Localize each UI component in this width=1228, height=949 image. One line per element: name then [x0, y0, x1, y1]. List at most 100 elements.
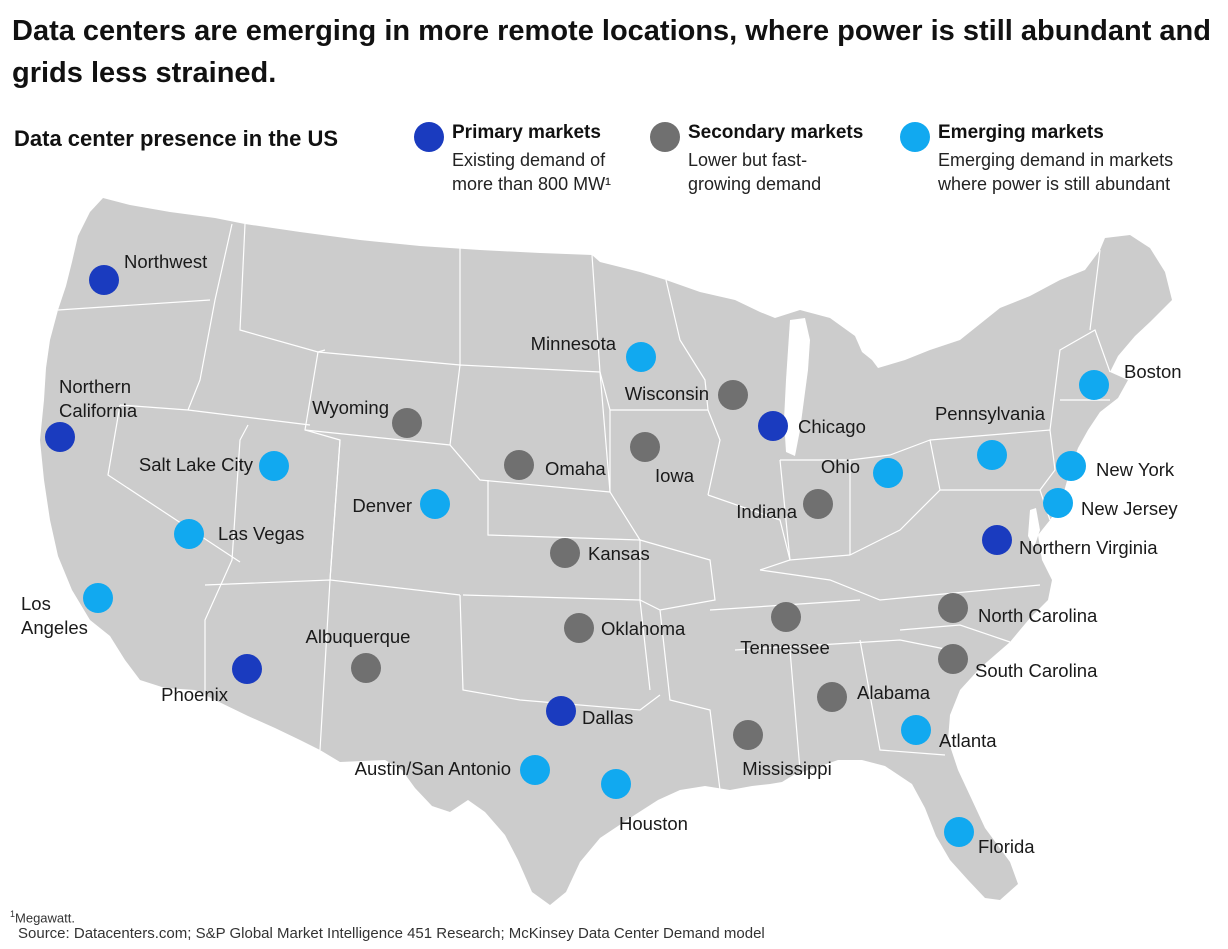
marker-albuquerque: [351, 653, 381, 683]
state-border: [57, 299, 211, 311]
state-border: [1049, 329, 1111, 431]
state-border: [665, 279, 709, 411]
marker-northern-california: [45, 422, 75, 452]
legend-emerging-name: Emerging markets: [938, 122, 1104, 143]
marker-mississippi: [733, 720, 763, 750]
label-phoenix: Phoenix: [161, 684, 229, 705]
label-salt-lake-city: Salt Lake City: [139, 454, 254, 475]
label-northwest: Northwest: [124, 251, 207, 272]
state-border: [239, 223, 461, 366]
state-border: [789, 649, 801, 771]
label-iowa: Iowa: [655, 465, 695, 486]
us-landmass: [40, 198, 1172, 905]
marker-northwest: [89, 265, 119, 295]
state-border: [304, 429, 611, 493]
marker-austin-san-antonio: [520, 755, 550, 785]
label-ohio: Ohio: [821, 456, 860, 477]
label-houston: Houston: [619, 813, 688, 834]
marker-ohio: [873, 458, 903, 488]
marker-new-jersey: [1043, 488, 1073, 518]
label-wisconsin: Wisconsin: [625, 383, 709, 404]
state-border: [610, 409, 721, 496]
chesapeake-bay: [1028, 508, 1040, 548]
marker-salt-lake-city: [259, 451, 289, 481]
marker-los-angeles: [83, 583, 113, 613]
marker-northern-virginia: [982, 525, 1012, 555]
marker-las-vegas: [174, 519, 204, 549]
marker-kansas: [550, 538, 580, 568]
state-border: [759, 569, 1041, 601]
us-outline: [40, 198, 1172, 905]
emerging-dot-icon: [900, 122, 930, 152]
marker-minnesota: [626, 342, 656, 372]
state-border: [187, 409, 311, 426]
label-dallas: Dallas: [582, 707, 633, 728]
label-omaha: Omaha: [545, 458, 606, 479]
label-pennsylvania: Pennsylvania: [935, 403, 1046, 424]
label-south-carolina: South Carolina: [975, 660, 1098, 681]
market-markers: [45, 265, 1109, 847]
label-denver: Denver: [352, 495, 412, 516]
label-florida: Florida: [978, 836, 1035, 857]
state-border: [317, 349, 326, 353]
marker-boston: [1079, 370, 1109, 400]
marker-florida: [944, 817, 974, 847]
state-border: [707, 494, 791, 571]
legend-secondary-name: Secondary markets: [688, 122, 864, 143]
label-northern-california: Northern California: [59, 376, 138, 421]
state-border: [849, 439, 941, 556]
state-borders: [57, 223, 1111, 791]
state-border: [1089, 249, 1101, 331]
label-alabama: Alabama: [857, 682, 931, 703]
label-tennessee: Tennessee: [740, 637, 829, 658]
label-northern-virginia: Northern Virginia: [1019, 537, 1158, 558]
marker-wyoming: [392, 408, 422, 438]
marker-phoenix: [232, 654, 262, 684]
state-border: [734, 639, 951, 651]
label-los-angeles: Los Angeles: [21, 593, 88, 638]
marker-omaha: [504, 450, 534, 480]
marker-chicago: [758, 411, 788, 441]
market-labels: Northwest Northern California Phoenix Dallas…: [21, 251, 1182, 857]
state-border: [859, 639, 946, 756]
state-border: [639, 539, 716, 611]
label-albuquerque: Albuquerque: [306, 626, 411, 647]
state-border: [459, 594, 661, 711]
lake-michigan: [784, 318, 810, 456]
marker-indiana: [803, 489, 833, 519]
label-oklahoma: Oklahoma: [601, 618, 686, 639]
marker-dallas: [546, 696, 576, 726]
label-mississippi: Mississippi: [742, 758, 831, 779]
marker-south-carolina: [938, 644, 968, 674]
legend-secondary-desc: Lower but fast- growing demand: [688, 150, 822, 194]
marker-houston: [601, 769, 631, 799]
label-new-jersey: New Jersey: [1081, 498, 1178, 519]
footnote-marker: 1: [10, 909, 16, 919]
marker-alabama: [817, 682, 847, 712]
state-border: [119, 404, 189, 411]
legend-primary-name: Primary markets: [452, 122, 601, 143]
marker-north-carolina: [938, 593, 968, 623]
label-chicago: Chicago: [798, 416, 866, 437]
marker-iowa: [630, 432, 660, 462]
state-border: [899, 624, 1011, 643]
state-border: [187, 223, 233, 411]
marker-denver: [420, 489, 450, 519]
label-north-carolina: North Carolina: [978, 605, 1098, 626]
marker-pennsylvania: [977, 440, 1007, 470]
state-border: [659, 609, 721, 791]
label-kansas: Kansas: [588, 543, 650, 564]
label-new-york: New York: [1096, 459, 1175, 480]
marker-tennessee: [771, 602, 801, 632]
state-border: [329, 439, 461, 596]
source-note: Source: Datacenters.com; S&P Global Mark…: [18, 925, 765, 942]
label-austin-san-antonio: Austin/San Antonio: [355, 758, 511, 779]
state-border: [599, 371, 641, 541]
map-subtitle: Data center presence in the US: [14, 126, 339, 151]
state-border: [204, 424, 249, 700]
secondary-dot-icon: [650, 122, 680, 152]
marker-wisconsin: [718, 380, 748, 410]
legend-emerging-desc: Emerging demand in markets where power i…: [938, 150, 1174, 194]
legend-primary-desc: Existing demand of more than 800 MW¹: [452, 150, 612, 194]
